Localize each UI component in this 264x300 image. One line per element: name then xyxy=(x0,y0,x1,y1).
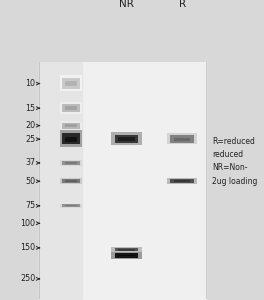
Bar xyxy=(62,78,80,89)
Bar xyxy=(60,75,82,91)
Bar xyxy=(167,134,197,144)
Bar xyxy=(119,254,135,256)
Text: R: R xyxy=(179,0,186,9)
Bar xyxy=(111,248,142,252)
Text: R=reduced: R=reduced xyxy=(212,137,255,146)
Text: 75: 75 xyxy=(25,201,35,210)
Bar xyxy=(62,161,80,165)
Bar xyxy=(171,135,194,143)
Bar xyxy=(65,124,77,127)
Bar xyxy=(62,104,80,112)
Bar xyxy=(111,132,142,145)
Bar xyxy=(60,160,82,166)
Bar xyxy=(171,179,194,183)
Bar xyxy=(62,179,80,183)
Bar xyxy=(65,106,77,110)
Text: 150: 150 xyxy=(20,243,35,252)
Bar xyxy=(65,137,77,142)
Bar xyxy=(115,135,138,143)
Text: 250: 250 xyxy=(20,274,35,284)
Text: 37: 37 xyxy=(25,158,35,167)
Bar xyxy=(60,204,82,208)
Text: 10: 10 xyxy=(25,79,35,88)
Bar xyxy=(62,122,80,129)
Bar xyxy=(65,162,77,164)
Bar xyxy=(174,180,190,182)
Bar xyxy=(62,204,80,207)
Bar xyxy=(60,178,82,184)
Text: 20: 20 xyxy=(25,121,35,130)
Bar xyxy=(65,81,77,86)
Text: 50: 50 xyxy=(25,177,35,186)
Text: 100: 100 xyxy=(20,219,35,228)
Bar xyxy=(115,248,138,251)
Text: 25: 25 xyxy=(25,135,35,144)
Bar xyxy=(65,180,77,182)
Bar xyxy=(60,121,82,130)
Bar xyxy=(115,253,138,258)
Text: NR=Non-: NR=Non- xyxy=(212,163,247,172)
Bar xyxy=(60,130,82,147)
Bar xyxy=(60,102,82,114)
Text: NR: NR xyxy=(119,0,134,9)
Text: 15: 15 xyxy=(25,104,35,113)
Bar xyxy=(65,205,77,206)
Bar xyxy=(62,134,80,144)
Bar xyxy=(167,178,197,184)
Text: reduced: reduced xyxy=(212,150,243,159)
Text: 2ug loading: 2ug loading xyxy=(212,177,257,186)
Bar xyxy=(111,252,142,259)
Bar xyxy=(174,137,190,141)
Bar xyxy=(119,137,135,141)
Bar xyxy=(119,249,135,250)
